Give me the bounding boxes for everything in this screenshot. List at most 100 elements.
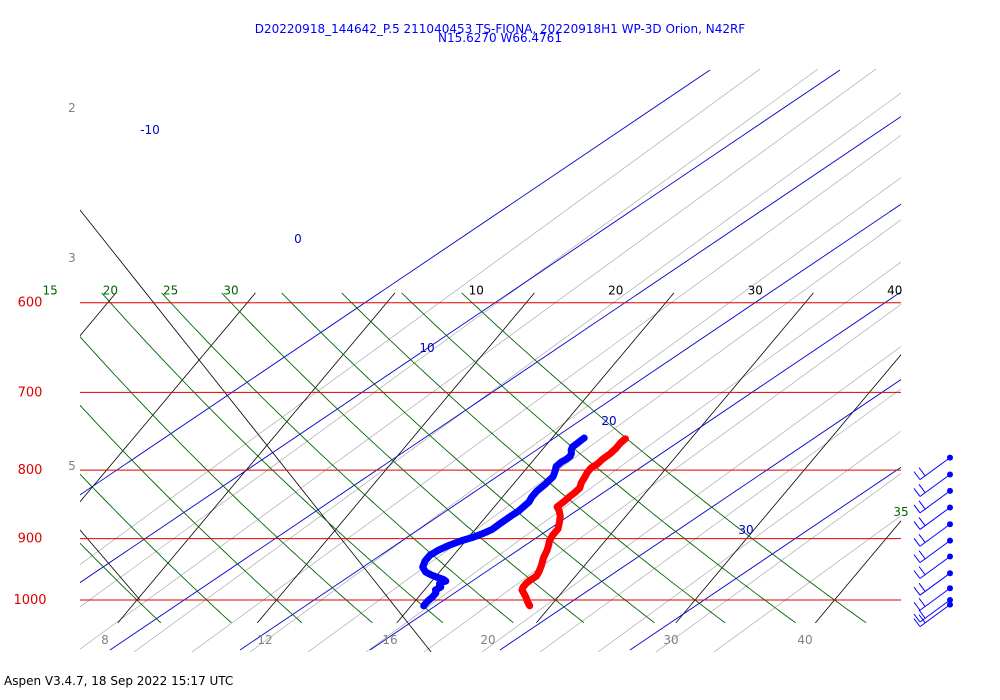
mixing-ratio-label-5: 5 bbox=[68, 459, 76, 473]
wind-barb bbox=[913, 597, 953, 623]
footer-version: Aspen V3.4.7, 18 Sep 2022 15:17 UTC bbox=[4, 674, 234, 688]
ref-line-b bbox=[80, 209, 432, 652]
mixing-ratio-line bbox=[365, 261, 901, 652]
dry-adiabat-20 bbox=[101, 292, 444, 624]
dewpoint-profile-point bbox=[440, 576, 447, 583]
temperature-profile-point bbox=[533, 573, 540, 580]
wind-barb bbox=[913, 454, 953, 481]
mixing-ratio-line bbox=[133, 92, 901, 652]
dry-adiabat-30 bbox=[221, 292, 585, 624]
isotherm-60 bbox=[955, 293, 1000, 623]
dry-adiabat-35 bbox=[281, 292, 655, 624]
temperature-profile-point bbox=[527, 576, 534, 583]
moist-adiabat-label--10: -10 bbox=[140, 123, 160, 137]
bottom-tick-label-20: 20 bbox=[480, 633, 495, 647]
dewpoint-profile-point bbox=[496, 521, 503, 528]
dewpoint-profile-point bbox=[424, 598, 431, 605]
isotherm-20 bbox=[396, 292, 675, 624]
wind-barb bbox=[913, 585, 953, 611]
moist-adiabat-40 bbox=[629, 466, 901, 651]
wind-barb bbox=[913, 471, 953, 497]
temperature-profile-point bbox=[581, 474, 588, 481]
temperature-profile-point bbox=[557, 513, 564, 520]
dewpoint-profile-point bbox=[542, 480, 549, 487]
isotherm-0 bbox=[117, 292, 396, 624]
temperature-profile bbox=[518, 435, 629, 610]
temperature-profile-point bbox=[571, 489, 578, 496]
temperature-profile-point bbox=[562, 497, 569, 504]
isotherm-10 bbox=[257, 292, 535, 624]
dry-adiabat-25 bbox=[161, 292, 514, 624]
temperature-profile-point bbox=[524, 598, 531, 605]
temperature-profile-point bbox=[549, 532, 556, 539]
dry-adiabat-label-20: 20 bbox=[103, 284, 118, 298]
temperature-profile-point bbox=[599, 456, 606, 463]
dewpoint-profile-point bbox=[428, 572, 435, 579]
temperature-profile-point bbox=[566, 493, 573, 500]
mixing-ratio-line bbox=[249, 177, 901, 652]
isotherm-50 bbox=[815, 520, 901, 624]
bottom-tick-label-16: 16 bbox=[382, 633, 397, 647]
dewpoint-profile-point bbox=[422, 557, 429, 564]
dry-adiabat-40 bbox=[341, 292, 726, 624]
dewpoint-profile-point bbox=[469, 534, 476, 541]
temperature-profile-point bbox=[540, 554, 547, 561]
temperature-profile-point bbox=[617, 440, 624, 447]
mixing-ratio-line bbox=[191, 134, 901, 652]
mixing-ratio-label-2: 2 bbox=[68, 101, 76, 115]
moist-adiabat-10 bbox=[239, 203, 901, 651]
temperature-profile-point bbox=[622, 435, 629, 442]
isobar-label-600: 600 bbox=[18, 296, 43, 311]
dry-adiabat-15 bbox=[80, 336, 373, 624]
dry-adiabat-45 bbox=[401, 292, 796, 624]
mixing-ratio-line bbox=[80, 69, 761, 565]
dry-adiabat-10 bbox=[80, 404, 303, 624]
dry-adiabat-label-15: 15 bbox=[42, 284, 57, 298]
temperature-profile-point bbox=[557, 501, 564, 508]
dry-adiabat-label-35: 35 bbox=[893, 505, 908, 519]
bottom-tick-label-30: 30 bbox=[663, 633, 678, 647]
temperature-profile-point bbox=[578, 480, 585, 487]
wind-barb bbox=[913, 521, 953, 547]
dewpoint-profile-point bbox=[581, 434, 588, 441]
bottom-tick-label-12: 12 bbox=[257, 633, 272, 647]
isobar-label-1000: 1000 bbox=[13, 593, 46, 608]
moist-adiabat--10 bbox=[80, 69, 841, 584]
moist-adiabat-label-20: 20 bbox=[601, 414, 616, 428]
isotherm-30 bbox=[536, 292, 814, 624]
dewpoint-profile-point bbox=[550, 473, 557, 480]
isotherm--10 bbox=[80, 292, 256, 503]
chart-title-line1: D20220918_144642_P.5 211040453 TS-FIONA,… bbox=[255, 22, 746, 36]
dry-adiabat-label-25: 25 bbox=[163, 284, 178, 298]
wind-barb bbox=[913, 504, 953, 530]
moist-adiabat-0 bbox=[109, 115, 901, 651]
dewpoint-profile-point bbox=[528, 494, 535, 501]
moist-adiabat-label-0: 0 bbox=[294, 232, 302, 246]
mixing-ratio-line bbox=[539, 388, 901, 652]
dewpoint-profile-point bbox=[434, 574, 441, 581]
temperature-profile-point bbox=[593, 461, 600, 468]
temperature-profile-point bbox=[544, 547, 551, 554]
dewpoint-profile-point bbox=[558, 459, 565, 466]
moist-adiabat-label-30: 30 bbox=[738, 523, 753, 537]
dewpoint-profile-point bbox=[426, 552, 433, 559]
bottom-tick-label-8: 8 bbox=[101, 633, 109, 647]
isotherm-label-10: 10 bbox=[469, 284, 484, 298]
dry-adiabat-5 bbox=[80, 473, 232, 624]
mixing-ratio-line bbox=[307, 219, 901, 652]
dewpoint-profile-point bbox=[435, 547, 442, 554]
dewpoint-profile-point bbox=[419, 564, 426, 571]
dry-adiabat-50 bbox=[461, 292, 867, 624]
isotherm-label-20: 20 bbox=[608, 284, 623, 298]
dewpoint-profile-point bbox=[432, 587, 439, 594]
temperature-profile-point bbox=[606, 450, 613, 457]
dewpoint-profile-point bbox=[429, 594, 436, 601]
dry-adiabat-label-30: 30 bbox=[223, 284, 238, 298]
ref-line-a bbox=[80, 529, 141, 601]
moist-adiabat-30 bbox=[499, 379, 901, 651]
temperature-profile-point bbox=[612, 445, 619, 452]
wind-barb bbox=[913, 601, 953, 628]
chart-title-line2: N15.6270 W66.4761 bbox=[438, 31, 562, 45]
isotherm-label-30: 30 bbox=[748, 284, 763, 298]
